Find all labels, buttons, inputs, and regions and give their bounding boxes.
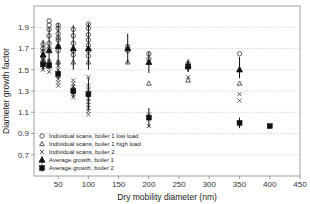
legend-item: Individual scans, boiler 1 low load <box>40 133 139 139</box>
x-tick <box>300 176 301 179</box>
point <box>70 45 76 50</box>
x-tick-label: 300 <box>203 180 217 189</box>
y-tick-label: 1.9 <box>18 23 30 32</box>
point <box>146 59 152 64</box>
point <box>237 52 241 56</box>
legend-item: Individual scans, boiler 2 <box>40 149 115 155</box>
x-tick <box>209 176 210 179</box>
series <box>41 57 272 128</box>
plot-area <box>40 19 272 129</box>
y-axis-label: Diameter growth factor <box>1 48 11 134</box>
x-tick <box>58 176 59 179</box>
legend-label: Average growth, boiler 1 <box>49 157 115 163</box>
point <box>86 92 91 97</box>
point <box>46 47 52 52</box>
point <box>147 81 152 85</box>
grid-line <box>34 112 300 113</box>
y-tick-label: 1.7 <box>18 44 30 53</box>
point <box>71 78 75 82</box>
x-tick-label: 250 <box>172 180 186 189</box>
point <box>41 62 45 66</box>
legend-label: Average growth, boiler 2 <box>49 165 115 171</box>
x-axis-label: Dry mobility diameter (nm) <box>117 192 217 202</box>
point <box>186 64 191 69</box>
point <box>186 75 190 79</box>
point <box>55 43 61 48</box>
point <box>86 92 90 96</box>
y-tick-label: 0.7 <box>18 151 30 160</box>
y-tick <box>31 154 34 155</box>
legend-label: Individual scans, boiler 1 high load <box>49 141 141 147</box>
point <box>47 70 51 74</box>
point <box>40 52 46 57</box>
point <box>268 124 272 128</box>
legend-marker <box>40 166 45 171</box>
y-tick <box>31 133 34 134</box>
point <box>41 62 46 67</box>
x-tick-label: 450 <box>293 180 307 189</box>
y-tick-label: 1.3 <box>18 87 30 96</box>
x-tick-label: 100 <box>82 180 96 189</box>
x-tick <box>239 176 240 179</box>
point <box>71 89 76 94</box>
plot-frame <box>34 6 300 176</box>
legend-marker <box>40 134 44 138</box>
point <box>238 92 242 96</box>
y-tick <box>31 69 34 70</box>
x-tick-label: 200 <box>142 180 156 189</box>
point <box>125 45 131 50</box>
legend-item: Average growth, boiler 2 <box>40 165 115 172</box>
y-tick <box>31 112 34 113</box>
x-tick <box>118 176 119 179</box>
legend-marker <box>40 150 44 154</box>
point <box>238 99 242 103</box>
axes: 50 100 150 200 250 300 350 400 450 0.7 0.9 1.1 1.3 1.… <box>18 23 307 189</box>
legend: Individual scans, boiler 1 low load Indiv… <box>39 133 141 171</box>
point <box>47 19 51 23</box>
point <box>85 45 91 50</box>
point <box>237 81 242 85</box>
point <box>146 115 151 120</box>
series <box>41 59 242 86</box>
series <box>40 23 242 78</box>
series <box>41 19 242 66</box>
legend-marker <box>39 157 45 162</box>
legend-item: Average growth, boiler 1 <box>39 157 115 164</box>
legend-label: Individual scans, boiler 2 <box>49 149 115 155</box>
y-tick <box>31 48 34 49</box>
y-tick-label: 1.1 <box>18 108 30 117</box>
x-tick-label: 400 <box>263 180 277 189</box>
x-tick <box>179 176 180 179</box>
y-tick <box>31 27 34 28</box>
y-tick <box>31 91 34 92</box>
x-tick <box>148 176 149 179</box>
y-tick-label: 1.5 <box>18 66 30 75</box>
grid-line <box>34 69 300 70</box>
x-tick-label: 150 <box>112 180 126 189</box>
series <box>41 60 273 128</box>
x-tick-label: 50 <box>54 180 63 189</box>
x-tick-label: 350 <box>233 180 247 189</box>
point <box>47 63 52 68</box>
legend-label: Individual scans, boiler 1 low load <box>49 133 138 139</box>
y-tick-label: 0.9 <box>18 129 30 138</box>
point <box>267 124 272 129</box>
x-tick <box>88 176 89 179</box>
point <box>237 120 242 125</box>
grid <box>34 27 300 155</box>
point <box>56 72 61 77</box>
legend-item: Individual scans, boiler 1 high load <box>40 141 141 147</box>
legend-marker <box>40 141 45 145</box>
x-tick <box>269 176 270 179</box>
chart: 50 100 150 200 250 300 350 400 450 0.7 0.9 1.1 1.3 1.… <box>0 0 310 204</box>
point <box>47 23 51 27</box>
point <box>237 66 243 71</box>
